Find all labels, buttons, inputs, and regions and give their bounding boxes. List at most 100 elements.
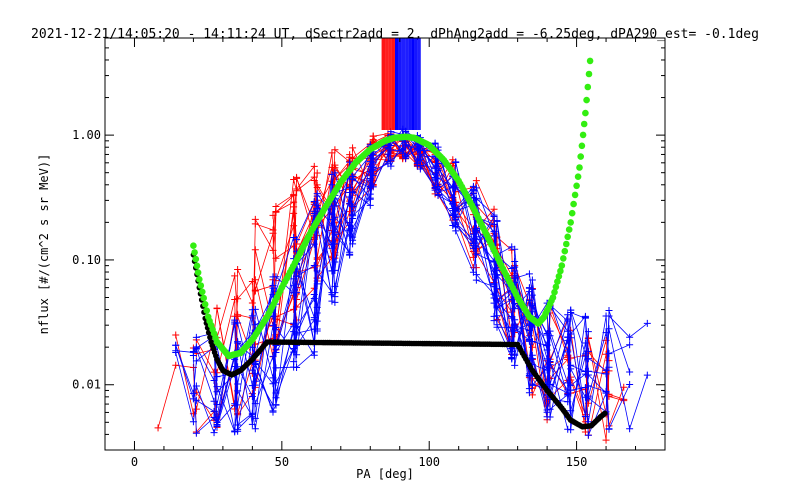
- y-axis-label: nflux [#/(cm^2 s sr MeV)]: [37, 154, 51, 335]
- red-point: [349, 144, 357, 152]
- green-fit-point: [197, 282, 205, 289]
- green-fit-point: [586, 57, 594, 65]
- blue-point: [213, 373, 221, 381]
- blue-point: [546, 361, 554, 369]
- blue-point: [210, 376, 218, 384]
- green-fit-point: [583, 96, 590, 104]
- blue-point: [493, 217, 501, 225]
- blue-point: [349, 188, 357, 196]
- green-fit-curve: [190, 57, 594, 360]
- green-fit-point: [192, 255, 200, 263]
- blue-point: [272, 323, 280, 331]
- green-fit-point: [549, 294, 557, 301]
- red-point: [192, 405, 200, 413]
- x-tick-label: 50: [275, 455, 289, 469]
- blue-point: [643, 371, 651, 379]
- blue-point: [564, 337, 572, 345]
- red-point: [251, 276, 259, 284]
- blue-point: [525, 284, 533, 292]
- blue-point: [251, 370, 259, 378]
- blue-point: [449, 184, 457, 192]
- blue-point: [251, 381, 259, 389]
- red-point: [272, 203, 280, 211]
- y-tick-label: 0.10: [72, 253, 101, 267]
- x-tick-label: 100: [418, 455, 440, 469]
- red-point: [331, 146, 339, 154]
- blue-point: [328, 170, 336, 178]
- blue-point: [290, 345, 298, 353]
- blue-point: [269, 380, 277, 388]
- green-fit-point: [201, 301, 209, 308]
- blue-point: [602, 387, 610, 395]
- blue-point: [493, 321, 501, 329]
- blue-point: [605, 306, 613, 314]
- green-fit-point: [557, 267, 564, 275]
- blue-point: [449, 204, 457, 212]
- blue-point: [434, 188, 442, 196]
- blue-point: [387, 146, 395, 154]
- black-fit-point: [602, 410, 608, 417]
- green-fit-point: [576, 164, 583, 171]
- blue-point: [269, 401, 277, 409]
- blue-point: [546, 327, 554, 335]
- blue-point: [172, 347, 180, 355]
- blue-point: [528, 351, 536, 359]
- blue-point: [349, 212, 357, 220]
- blue-point: [626, 333, 634, 341]
- blue-point: [272, 345, 280, 353]
- blue-point: [413, 145, 421, 153]
- red-point: [328, 163, 336, 171]
- blue-point: [508, 327, 516, 335]
- blue-point: [234, 338, 242, 346]
- red-point: [313, 255, 321, 263]
- red-point: [251, 220, 259, 228]
- blue-point: [251, 321, 259, 329]
- x-tick-label: 0: [131, 455, 138, 469]
- blue-series: [189, 136, 395, 437]
- red-point: [313, 183, 321, 191]
- blue-series-line: [293, 136, 457, 362]
- blue-point: [567, 306, 575, 314]
- red-point: [349, 155, 357, 163]
- blue-point: [584, 367, 592, 375]
- blue-series-line: [193, 140, 392, 435]
- red-point: [328, 149, 336, 157]
- red-series-line: [272, 139, 374, 308]
- blue-point: [472, 276, 480, 284]
- blue-point: [192, 396, 200, 404]
- blue-point: [290, 289, 298, 297]
- blue-point: [416, 150, 424, 158]
- red-point: [234, 295, 242, 303]
- blue-point: [452, 223, 460, 231]
- green-fit-point: [564, 233, 571, 241]
- red-point: [154, 424, 162, 432]
- blue-point: [581, 312, 589, 320]
- blue-point: [272, 273, 280, 281]
- red-point: [290, 191, 298, 199]
- blue-series: [490, 270, 589, 394]
- blue-point: [310, 351, 318, 359]
- y-tick-label: 0.01: [72, 378, 101, 392]
- green-fit-point: [571, 191, 579, 199]
- red-point: [602, 436, 610, 444]
- blue-point: [213, 413, 221, 421]
- blue-point: [472, 194, 480, 202]
- red-point: [231, 272, 239, 280]
- plot-frame: [104, 37, 666, 451]
- red-point: [310, 177, 318, 185]
- blue-point: [508, 355, 516, 363]
- green-fit-point: [579, 131, 587, 139]
- blue-point: [543, 408, 551, 416]
- blue-point: [511, 361, 519, 369]
- blue-point: [469, 242, 477, 250]
- blue-point: [248, 420, 256, 428]
- blue-point: [192, 429, 200, 437]
- red-point: [251, 287, 259, 295]
- blue-point: [564, 386, 572, 394]
- green-fit-point: [555, 273, 563, 280]
- blue-point: [546, 413, 554, 421]
- blue-point: [626, 368, 634, 376]
- blue-point: [328, 181, 336, 189]
- blue-point: [602, 312, 610, 320]
- green-fit-point: [584, 83, 592, 91]
